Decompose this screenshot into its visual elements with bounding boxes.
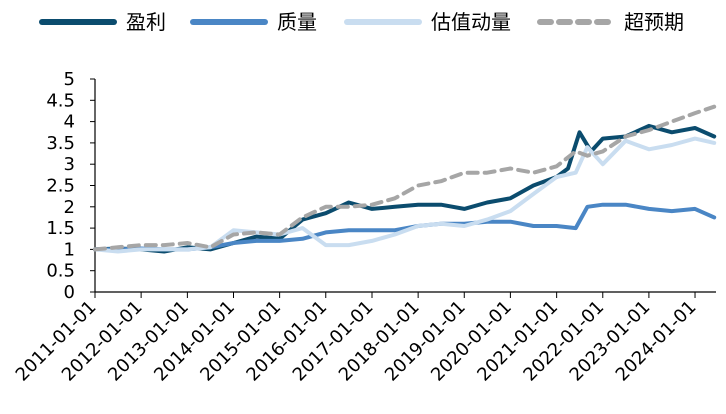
y-tick-label: 1 (64, 239, 75, 260)
y-tick-label: 0 (64, 282, 75, 303)
y-tick-label: 4.5 (46, 90, 75, 111)
series-line-3 (93, 136, 717, 254)
y-tick-label: 0.5 (46, 261, 75, 282)
chart-axes: 00.511.522.533.544.552011-01-012012-01-0… (12, 69, 716, 386)
chart-plot-area (93, 104, 717, 254)
legend-label: 质量 (277, 10, 317, 34)
legend-label: 估值动量 (431, 10, 511, 34)
y-tick-label: 2.5 (46, 176, 75, 197)
y-tick-label: 1.5 (46, 218, 75, 239)
series-line-4 (93, 104, 717, 252)
y-tick-label: 3 (64, 154, 75, 175)
legend-label: 超预期 (624, 10, 684, 34)
chart-legend: 盈利 质量 估值动量 超预期 (39, 10, 684, 34)
y-tick-label: 3.5 (46, 133, 75, 154)
y-tick-label: 5 (64, 69, 75, 90)
y-tick-label: 4 (64, 112, 75, 133)
legend-label: 盈利 (126, 10, 166, 34)
y-tick-label: 2 (64, 197, 75, 218)
